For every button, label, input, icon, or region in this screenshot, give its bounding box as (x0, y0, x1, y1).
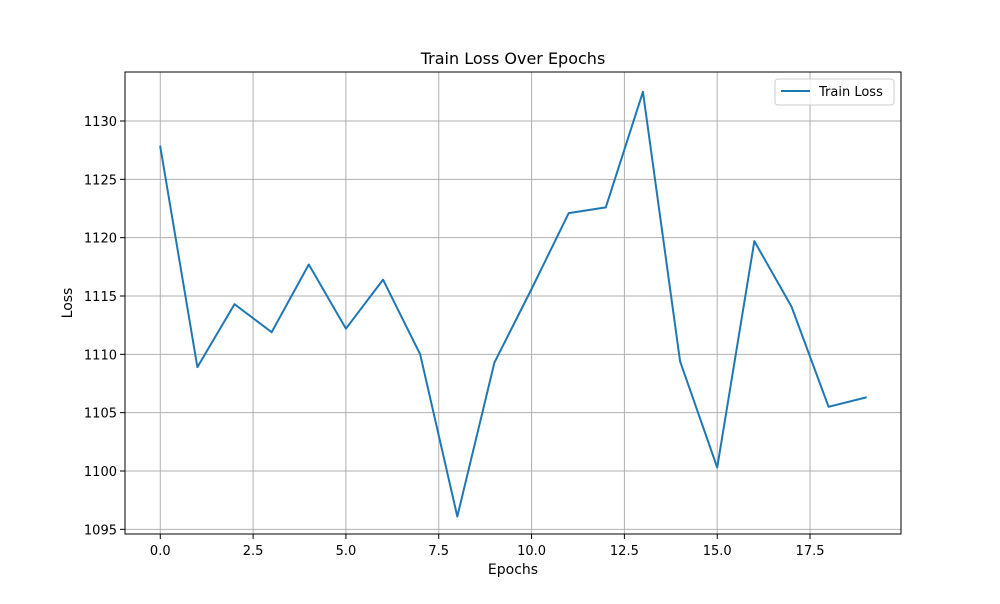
chart-title: Train Loss Over Epochs (420, 49, 606, 68)
x-tick-label: 2.5 (243, 544, 264, 559)
x-tick-label: 15.0 (703, 544, 732, 559)
y-axis: 1095 1100 1105 1110 1115 1120 1125 1130 (84, 115, 125, 538)
legend: Train Loss (774, 78, 895, 106)
y-tick-label: 1100 (84, 465, 117, 480)
x-tick-label: 12.5 (610, 544, 639, 559)
y-tick-label: 1115 (84, 290, 117, 305)
y-tick-label: 1105 (84, 407, 117, 422)
y-tick-label: 1125 (84, 173, 117, 188)
x-tick-label: 5.0 (336, 544, 357, 559)
x-axis: 0.0 2.5 5.0 7.5 10.0 12.5 15.0 17.5 (150, 534, 825, 559)
x-tick-label: 10.0 (517, 544, 546, 559)
y-axis-label: Loss (60, 288, 76, 319)
y-tick-label: 1110 (84, 348, 117, 363)
y-tick-label: 1120 (84, 232, 117, 247)
legend-box (774, 78, 895, 106)
x-axis-label: Epochs (488, 562, 538, 578)
x-tick-label: 7.5 (428, 544, 449, 559)
series-line-train-loss (159, 90, 867, 518)
series-layer (159, 90, 867, 518)
grid (125, 72, 901, 534)
y-tick-label: 1130 (84, 115, 117, 130)
x-tick-label: 17.5 (796, 544, 825, 559)
legend-label-train-loss: Train Loss (818, 85, 883, 100)
y-tick-label: 1095 (84, 523, 117, 538)
x-tick-label: 0.0 (150, 544, 171, 559)
plot-frame (124, 71, 902, 535)
